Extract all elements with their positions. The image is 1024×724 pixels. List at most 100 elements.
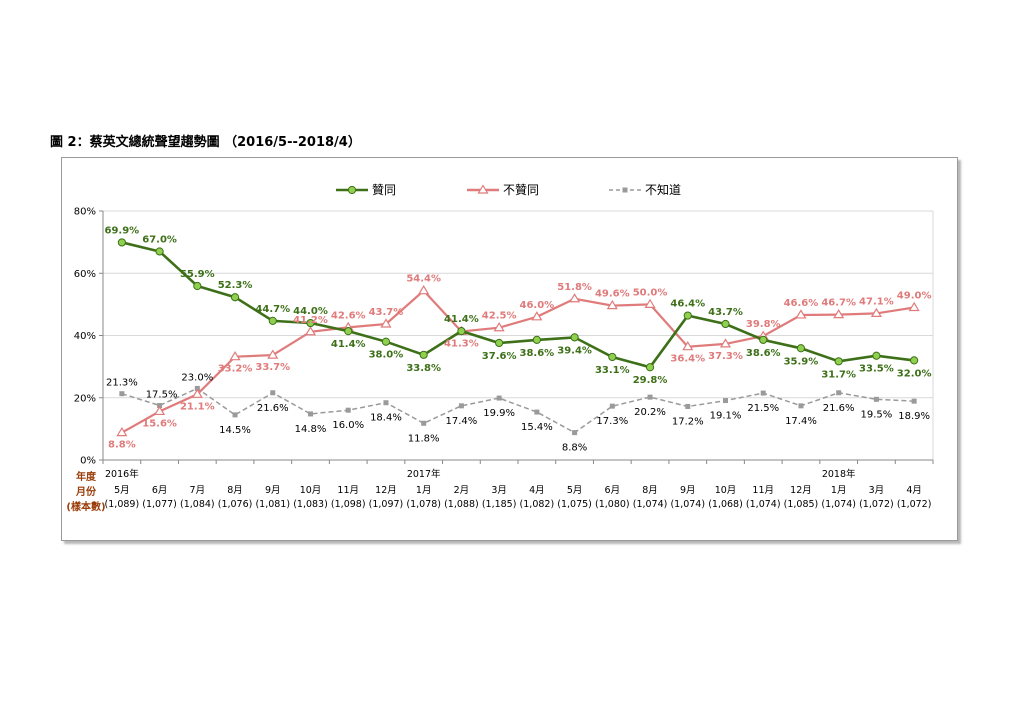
point-disapprove bbox=[493, 322, 505, 332]
x-sample-label: (1,072) bbox=[897, 499, 932, 510]
point-approve bbox=[495, 338, 504, 348]
label-unknown: 15.4% bbox=[521, 422, 553, 433]
label-approve: 41.4% bbox=[444, 314, 479, 325]
point-approve bbox=[532, 335, 541, 344]
label-approve: 41.4% bbox=[331, 339, 366, 350]
x-sample-label: (1,077) bbox=[142, 499, 177, 510]
x-sample-label: (1,088) bbox=[444, 499, 479, 510]
x-sample-label: (1,080) bbox=[595, 499, 630, 510]
legend-approve-marker bbox=[347, 185, 357, 195]
label-disapprove: 42.6% bbox=[331, 310, 366, 321]
point-disapprove bbox=[531, 311, 543, 321]
label-unknown: 23.0% bbox=[181, 372, 213, 383]
label-unknown: 21.3% bbox=[106, 378, 138, 389]
point-unknown bbox=[723, 398, 728, 404]
label-disapprove: 39.8% bbox=[746, 319, 781, 330]
label-approve: 38.0% bbox=[369, 350, 404, 361]
point-disapprove bbox=[795, 309, 807, 319]
point-disapprove bbox=[833, 308, 845, 319]
y-tick-label: 60% bbox=[74, 269, 96, 280]
label-unknown: 21.5% bbox=[747, 403, 779, 414]
point-unknown bbox=[760, 390, 766, 396]
data-labels: 69.9%67.0%55.9%52.3%44.7% 44.0%41.4%38.0%… bbox=[105, 225, 932, 453]
x-month-label: 3月 bbox=[869, 485, 885, 496]
point-unknown bbox=[458, 403, 464, 409]
point-approve bbox=[608, 352, 617, 362]
label-unknown: 17.5% bbox=[146, 390, 178, 401]
point-disapprove bbox=[644, 298, 656, 308]
label-disapprove: 21.1% bbox=[180, 401, 215, 412]
x-sample-label: (1,185) bbox=[482, 499, 517, 510]
label-disapprove: 49.0% bbox=[897, 290, 932, 301]
label-approve: 43.7% bbox=[708, 307, 743, 318]
x-month-label: 12月 bbox=[790, 485, 812, 496]
x-month-label: 1月 bbox=[831, 485, 847, 496]
label-unknown: 18.9% bbox=[898, 411, 930, 422]
label-disapprove: 50.0% bbox=[633, 287, 668, 298]
label-approve: 52.3% bbox=[218, 280, 253, 291]
point-approve bbox=[570, 333, 579, 342]
x-month-label: 1月 bbox=[416, 485, 432, 496]
label-unknown: 20.2% bbox=[634, 407, 666, 418]
row-label-month: 月份 bbox=[75, 485, 97, 498]
row-label-sample: (樣本數) bbox=[66, 500, 105, 513]
y-tick-label: 40% bbox=[74, 331, 96, 342]
point-disapprove bbox=[606, 299, 618, 310]
legend-unknown-marker bbox=[622, 187, 628, 193]
y-tick-label: 0% bbox=[80, 456, 96, 467]
x-sample-label: (1,074) bbox=[821, 499, 856, 510]
point-unknown bbox=[836, 390, 842, 396]
x-sample-label: (1,076) bbox=[218, 499, 253, 510]
x-axis-row-labels: 年度 月份 (樣本數) bbox=[66, 470, 105, 513]
x-sample-label: (1,084) bbox=[180, 499, 215, 510]
x-month-label: 10月 bbox=[300, 485, 322, 496]
label-approve: 38.6% bbox=[520, 348, 555, 359]
point-approve bbox=[759, 335, 768, 344]
x-month-label: 6月 bbox=[605, 485, 621, 496]
point-unknown bbox=[270, 390, 276, 396]
label-unknown: 16.0% bbox=[332, 420, 364, 431]
label-unknown: 17.2% bbox=[672, 416, 704, 427]
point-disapprove bbox=[908, 301, 920, 312]
point-disapprove bbox=[569, 293, 581, 303]
label-unknown: 17.3% bbox=[596, 416, 628, 427]
label-approve: 29.8% bbox=[633, 375, 668, 386]
label-disapprove: 51.8% bbox=[557, 282, 592, 293]
x-month-label: 10月 bbox=[715, 485, 737, 496]
label-approve: 32.0% bbox=[897, 368, 932, 379]
point-unknown bbox=[157, 403, 163, 409]
point-disapprove bbox=[116, 426, 128, 437]
label-approve: 55.9% bbox=[180, 269, 215, 280]
point-approve bbox=[872, 351, 881, 360]
point-unknown bbox=[232, 412, 238, 418]
chart-frame bbox=[61, 157, 958, 541]
label-approve: 67.0% bbox=[142, 234, 177, 245]
x-month-label: 12月 bbox=[375, 485, 397, 496]
point-disapprove bbox=[719, 338, 732, 348]
point-approve bbox=[910, 356, 919, 365]
x-sample-label: (1,098) bbox=[331, 499, 366, 510]
x-sample-label: (1,078) bbox=[406, 499, 441, 510]
point-approve bbox=[268, 316, 277, 325]
label-approve: 38.6% bbox=[746, 348, 781, 359]
point-approve bbox=[721, 319, 730, 329]
label-disapprove: 42.5% bbox=[482, 311, 517, 322]
label-disapprove: 15.6% bbox=[142, 418, 177, 429]
x-year-label: 2016年 bbox=[105, 468, 139, 480]
point-unknown bbox=[798, 403, 804, 409]
point-unknown bbox=[119, 391, 125, 397]
x-month-label: 11月 bbox=[337, 485, 359, 496]
point-unknown bbox=[685, 403, 691, 409]
legend-disapprove-label: 不贊同 bbox=[503, 183, 539, 197]
chart-series bbox=[116, 238, 920, 437]
point-unknown bbox=[572, 430, 578, 436]
label-unknown: 21.6% bbox=[823, 403, 855, 414]
label-disapprove: 46.7% bbox=[821, 298, 856, 309]
point-unknown bbox=[421, 420, 427, 426]
x-month-label: 7月 bbox=[190, 485, 206, 496]
point-disapprove bbox=[682, 341, 694, 351]
label-approve: 44.0% bbox=[293, 306, 328, 317]
x-sample-label: (1,075) bbox=[557, 499, 592, 510]
point-unknown bbox=[496, 395, 502, 401]
label-disapprove: 43.7% bbox=[369, 307, 404, 318]
